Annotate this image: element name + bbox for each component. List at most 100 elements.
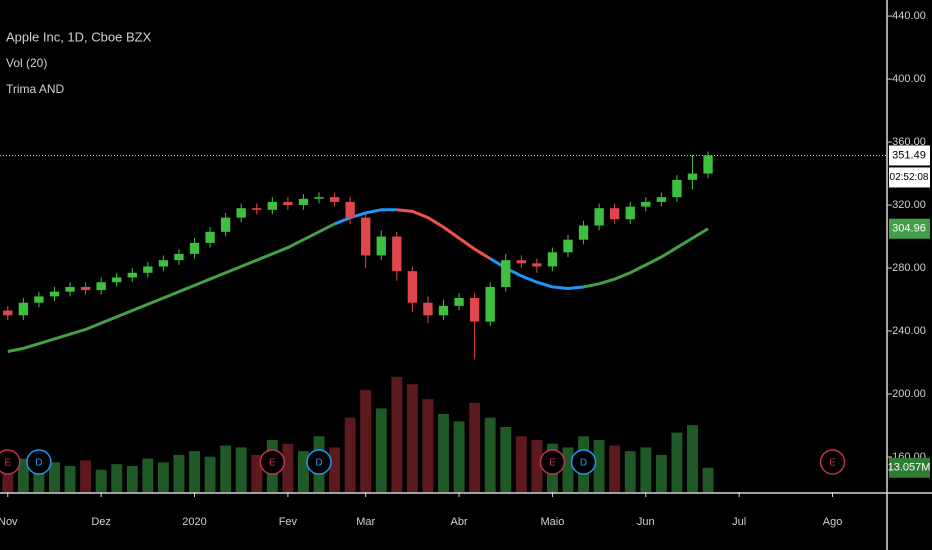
volume-bar (173, 454, 185, 492)
y-tick-label: 360.00 (892, 136, 926, 148)
candle-body (112, 277, 122, 283)
volume-bar (562, 447, 574, 492)
event-label: D (315, 458, 322, 469)
candle-body (267, 201, 277, 210)
candle-body (501, 260, 511, 287)
volume-bar (609, 445, 621, 492)
candle-body (610, 208, 620, 220)
candle-body (703, 155, 713, 174)
volume-bar (329, 447, 341, 492)
y-tick-label: 200.00 (892, 388, 926, 400)
event-marker (819, 449, 846, 475)
x-tick-label: Abr (450, 516, 467, 528)
volume-bar (80, 460, 92, 492)
volume-bar (438, 414, 449, 492)
volume-bar (204, 456, 216, 492)
volume-bar (33, 464, 45, 492)
candle-body (407, 271, 418, 303)
volume-bar (484, 417, 496, 492)
candle-body (34, 296, 44, 303)
candle-body (672, 179, 682, 198)
candle-body (454, 297, 464, 306)
x-tick-label: Jun (637, 516, 655, 528)
volume-bar (64, 466, 76, 492)
event-label: E (4, 458, 11, 469)
candle-body (283, 201, 293, 206)
x-tick-label: Mar (356, 516, 375, 528)
trima-line (7, 222, 336, 353)
y-tick-label: 440.00 (892, 10, 926, 22)
candle-body (143, 266, 153, 273)
candle-body (3, 310, 13, 316)
volume-value-label: 13.057M (888, 462, 931, 474)
candle-body (205, 231, 215, 243)
candle-body (532, 263, 542, 267)
volume-bar (640, 447, 652, 492)
volume-bar (251, 454, 263, 492)
candle-body (220, 217, 231, 232)
candle-body (656, 197, 667, 202)
x-tick-label: 2020 (182, 516, 206, 528)
volume-bar (531, 440, 543, 492)
x-tick-label: Nov (0, 516, 18, 528)
countdown-box (889, 167, 930, 188)
volume-bar (360, 389, 372, 492)
candle-body (485, 286, 495, 322)
volume-bar (453, 421, 465, 492)
volume-bar (500, 427, 512, 492)
event-marker (570, 449, 597, 475)
event-label: E (829, 458, 836, 469)
volume-bar (515, 436, 527, 492)
y-tick-label: 400.00 (892, 73, 926, 85)
volume-bar (344, 417, 356, 492)
event-marker (259, 449, 286, 475)
event-marker (26, 449, 52, 475)
y-tick-label: 320.00 (892, 199, 926, 211)
volume-label: Vol (20) (6, 56, 47, 70)
volume-bar (220, 445, 232, 492)
candle-body (594, 208, 604, 226)
last-price-label: 351.49 (892, 149, 926, 161)
volume-bar (298, 451, 309, 492)
trima-line (396, 208, 491, 260)
event-label: E (549, 458, 556, 469)
volume-bar (391, 376, 403, 492)
candle-body (298, 198, 309, 206)
volume-bar (111, 464, 123, 492)
trima-value-box (889, 218, 930, 239)
y-tick-label: 280.00 (892, 262, 926, 274)
candle-body (189, 242, 200, 254)
candle-body (65, 286, 75, 292)
volume-bar (17, 458, 29, 492)
x-tick-label: Ago (823, 516, 843, 528)
volume-bar (375, 408, 387, 492)
candle-body (18, 302, 29, 316)
volume-bar (687, 425, 698, 492)
volume-bar (189, 451, 200, 492)
candle-body (329, 197, 340, 202)
x-tick-label: Jul (732, 516, 746, 528)
volume-bar (702, 467, 714, 492)
chart-title: Apple Inc, 1D, Cboe BZX (6, 29, 152, 44)
last-price-box (889, 145, 930, 166)
volume-bar (282, 443, 294, 492)
candle-body (96, 282, 106, 291)
trima-line (334, 208, 397, 226)
x-tick-label: Fev (279, 516, 298, 528)
volume-bar (624, 451, 636, 492)
y-tick-label: 240.00 (892, 325, 926, 337)
volume-bar (126, 466, 138, 492)
volume-bar (593, 440, 605, 492)
candle-body (469, 297, 480, 322)
volume-bar (95, 469, 107, 492)
volume-bar (422, 399, 434, 492)
volume-bar (469, 402, 481, 492)
volume-bar (49, 462, 60, 492)
x-tick-label: Dez (91, 516, 111, 528)
event-label: D (580, 458, 587, 469)
candle-body (563, 239, 573, 253)
candle-body (423, 302, 433, 316)
event-label: D (35, 458, 42, 469)
